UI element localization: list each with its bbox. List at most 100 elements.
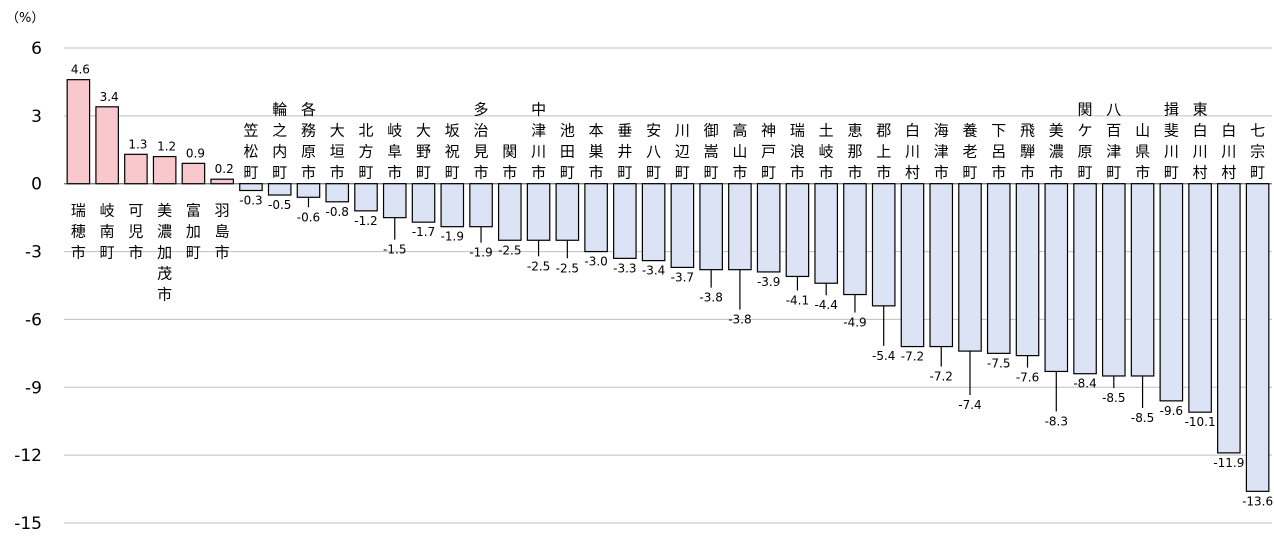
bar — [210, 178, 235, 185]
value-label: 1.3 — [128, 137, 147, 151]
category-label: 高山市 — [732, 122, 747, 182]
leader-lines — [307, 197, 1144, 412]
value-label: 3.4 — [100, 90, 119, 104]
bar — [526, 183, 551, 241]
value-label: 1.2 — [157, 140, 176, 154]
bar — [95, 106, 119, 185]
category-label: 垂井町 — [617, 122, 632, 182]
bar — [469, 183, 493, 228]
value-label: -3.4 — [642, 264, 665, 278]
value-label: -7.6 — [1016, 371, 1039, 385]
bar — [152, 155, 177, 185]
value-label: -1.7 — [412, 225, 435, 239]
category-label: 飛騨市 — [1020, 122, 1035, 182]
value-label: -4.1 — [786, 293, 809, 307]
value-label: -0.5 — [268, 198, 291, 212]
category-label: 岐阜市 — [387, 122, 402, 182]
value-label: -3.3 — [613, 261, 636, 275]
category-label: 可児市 — [128, 202, 143, 262]
value-label: -3.8 — [728, 313, 751, 327]
value-label: 4.6 — [71, 63, 90, 77]
bar — [1159, 183, 1184, 402]
bar — [555, 183, 580, 241]
labels: 瑞穂市 4.6 岐南町 3.4 可児市 1.3 美濃加茂市 1.2 富加町 0.9 羽島市 0.2 笠松… — [71, 63, 1273, 509]
bar — [1044, 183, 1069, 373]
category-label: 関ケ原町 — [1078, 101, 1093, 182]
category-label: 東白川村 — [1193, 101, 1208, 182]
value-label: 0.9 — [186, 146, 205, 160]
bar — [267, 183, 292, 196]
value-label: -7.2 — [930, 370, 953, 384]
category-label: 大野町 — [416, 122, 431, 182]
bar — [181, 162, 206, 185]
category-label: 池田町 — [560, 122, 575, 182]
value-label: -1.2 — [354, 214, 377, 228]
value-label: -0.6 — [297, 210, 320, 224]
category-label: 川辺町 — [675, 122, 690, 182]
bar — [1101, 183, 1126, 377]
bar — [929, 183, 954, 348]
value-label: -8.3 — [1045, 414, 1068, 428]
value-label: -2.5 — [498, 243, 521, 257]
y-tick-label: -12 — [14, 446, 42, 466]
bar — [66, 79, 91, 185]
category-label: 本巣市 — [589, 122, 604, 182]
category-label: 八百津町 — [1106, 101, 1121, 182]
category-label: 関市 — [502, 143, 517, 182]
category-label: 笠松町 — [243, 122, 258, 182]
bar — [296, 183, 321, 198]
bars — [66, 79, 1270, 492]
category-label: 北方町 — [358, 122, 373, 182]
bar — [843, 183, 867, 296]
y-tick-label: 3 — [31, 107, 42, 127]
category-label: 羽島市 — [215, 202, 230, 262]
y-axis: 6 3 0 -3 -6 -9 -12 -15 — [14, 39, 1272, 534]
value-label: -13.6 — [1242, 494, 1273, 508]
bar — [756, 183, 781, 273]
category-label: 揖斐川町 — [1164, 101, 1179, 182]
bar — [900, 183, 925, 348]
category-label: 各務原市 — [301, 101, 316, 182]
bar — [1188, 183, 1212, 413]
value-label: -3.0 — [584, 255, 607, 269]
category-label: 恵那市 — [847, 122, 862, 182]
value-label: -3.8 — [699, 291, 722, 305]
category-label: 下呂市 — [991, 122, 1006, 182]
category-label: 瑞穂市 — [71, 202, 86, 262]
value-label: -0.3 — [239, 194, 262, 208]
value-label: -3.7 — [671, 270, 694, 284]
category-label: 大垣市 — [330, 122, 345, 182]
value-label: -8.5 — [1102, 391, 1125, 405]
y-tick-label: -6 — [25, 310, 42, 330]
category-label: 美濃市 — [1049, 122, 1064, 182]
category-label: 輪之内町 — [272, 101, 287, 182]
y-tick-label: -3 — [25, 243, 42, 263]
bar — [325, 183, 350, 203]
y-tick-label: -15 — [14, 514, 42, 534]
value-label: -1.9 — [469, 246, 492, 260]
bar — [497, 183, 522, 241]
category-label: 瑞浪市 — [790, 122, 805, 182]
value-label: -7.4 — [958, 398, 981, 412]
value-label: -3.9 — [757, 275, 780, 289]
category-label: 岐南町 — [100, 202, 115, 262]
value-label: -11.9 — [1213, 456, 1244, 470]
bar — [641, 183, 666, 262]
category-label: 山県市 — [1135, 122, 1150, 182]
value-label: -5.4 — [872, 349, 895, 363]
bar — [1015, 183, 1040, 357]
category-label: 養老町 — [962, 122, 977, 182]
value-label: -2.5 — [556, 261, 579, 275]
bar — [670, 183, 695, 269]
category-label: 神戸町 — [761, 122, 776, 182]
category-label: 中津川市 — [531, 101, 546, 182]
category-label: 富加町 — [186, 202, 201, 262]
bar — [699, 183, 723, 271]
bar — [986, 183, 1011, 354]
category-label: 坂祝町 — [445, 122, 460, 182]
value-label: -8.5 — [1131, 411, 1154, 425]
value-label: -4.9 — [843, 316, 866, 330]
unit-label: （%） — [6, 11, 44, 26]
y-tick-label: 0 — [31, 175, 42, 195]
